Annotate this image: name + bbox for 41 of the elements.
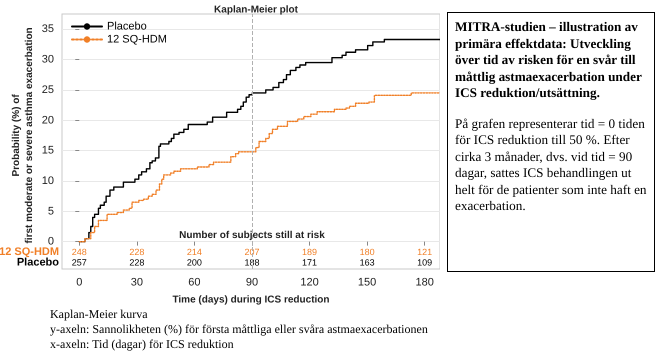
y-tick-label: 0 — [48, 236, 54, 248]
y-tick-label: 5 — [48, 205, 54, 218]
annotation: 228 — [129, 258, 144, 268]
x-tick-label: 0 — [76, 276, 82, 288]
annotation: Number of subjects still at risk — [179, 230, 326, 242]
annotation: 207 — [244, 247, 260, 258]
y-tick-label: 30 — [42, 54, 54, 66]
annotation: 163 — [360, 258, 375, 268]
x-axis-title: Time (days) during ICS reduction — [172, 294, 330, 306]
annotation: 257 — [72, 258, 87, 268]
x-tick-label: 90 — [246, 276, 258, 288]
y-tick-label: 35 — [42, 23, 54, 36]
annotation: 109 — [417, 258, 432, 268]
y-tick-label: 15 — [42, 144, 54, 157]
text: MITRA-studien – illustration av primära effektdata: Utveckling över tid av risken för en svår till måttlig astmaexacerbation under ICS reduktion/utsättning. — [455, 19, 643, 102]
annotation: 171 — [302, 258, 318, 268]
annotation: 228 — [129, 247, 144, 258]
text: 12 SQ-HDM — [0, 246, 59, 258]
text: y-axeln: Sannolikheten (%) för första måttliga eller svåra astmaexacerbationen — [50, 322, 428, 337]
x-tick-label: 60 — [188, 276, 201, 288]
annotation: 248 — [72, 247, 87, 258]
annotation: 180 — [360, 247, 375, 258]
x-tick-label: 30 — [130, 276, 143, 288]
annotation: 200 — [186, 258, 202, 268]
text: På grafen representerar tid = 0 tiden för ICS reduktion till 50 %. Efter cirka 3 månader, dvs. vid tid = 90 dagar, sattes ICS behandlingen ut helt för de patienter som inte haft en exacerbation. — [455, 116, 647, 214]
y-axis-title: Probability (%) of first moderate or severe asthma exacerbation — [11, 27, 35, 244]
text: x-axeln: Tid (dagar) för ICS reduktion — [50, 337, 235, 352]
x-tick-label: 150 — [358, 276, 376, 288]
y-tick-label: 25 — [42, 84, 54, 96]
annotation: 121 — [417, 247, 432, 258]
y-tick-label: 20 — [42, 114, 54, 126]
chart-title: Kaplan-Meier plot — [214, 4, 299, 16]
x-tick-label: 180 — [415, 276, 434, 288]
legend-label: Placebo — [107, 20, 147, 32]
y-tick-label: 10 — [42, 174, 54, 187]
annotation: 214 — [186, 247, 202, 258]
annotation: 189 — [302, 247, 318, 258]
text: Placebo — [16, 256, 60, 269]
legend-label: 12 SQ-HDM — [107, 34, 167, 46]
text: Kaplan-Meier kurva — [50, 307, 149, 322]
x-tick-label: 120 — [300, 276, 319, 288]
